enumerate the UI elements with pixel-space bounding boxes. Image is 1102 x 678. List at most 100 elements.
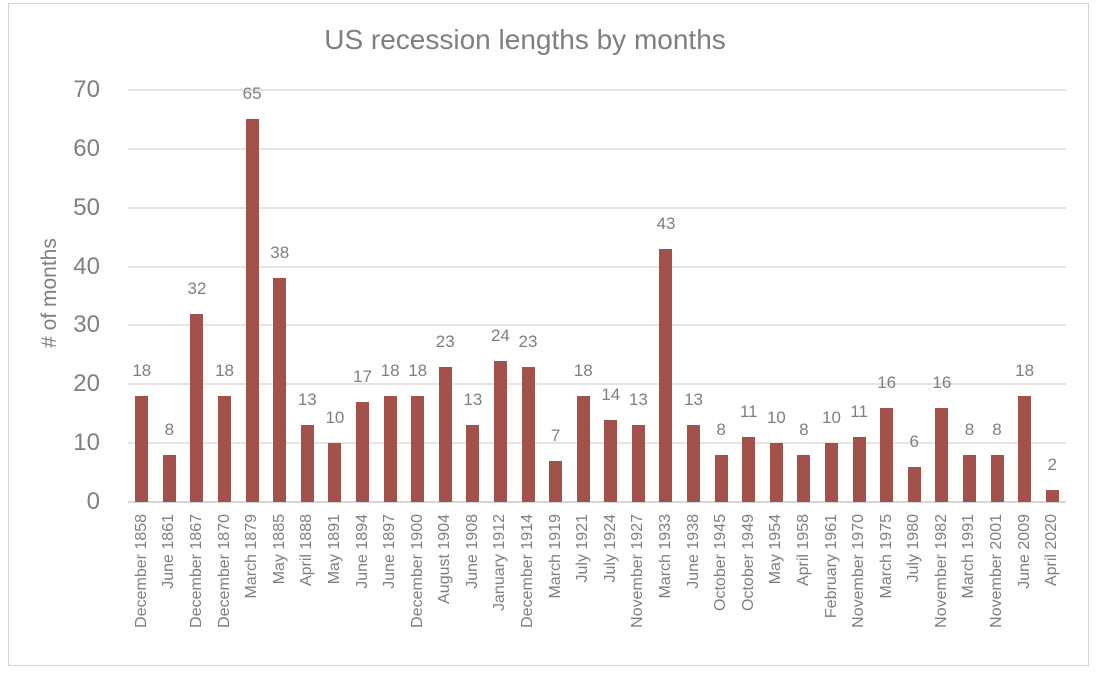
bar-value-label: 16	[932, 372, 952, 392]
x-axis-tick-label: May 1885	[270, 514, 288, 585]
bar	[631, 425, 645, 502]
bar	[218, 396, 232, 502]
bar	[797, 454, 811, 502]
y-axis-tick-label: 70	[73, 76, 100, 103]
x-axis-tick-label: June 1938	[684, 514, 702, 589]
bar	[576, 396, 590, 502]
x-axis-tick-label: June 1908	[463, 514, 481, 589]
chart-border-frame	[8, 3, 1089, 666]
bar	[549, 460, 563, 502]
bar-value-label: 10	[822, 408, 841, 428]
x-axis-tick-label: June 1861	[160, 514, 178, 589]
gridline	[128, 89, 1066, 91]
x-axis-tick-label: May 1891	[325, 514, 343, 585]
gridline	[128, 265, 1066, 268]
x-axis-tick-label: December 1914	[519, 514, 537, 628]
x-axis-tick-label: November 1927	[629, 514, 647, 628]
bar	[990, 454, 1004, 502]
bar-value-label: 13	[628, 390, 648, 410]
bar-value-label: 18	[1015, 361, 1035, 381]
bar-value-label: 16	[877, 372, 897, 392]
x-axis-tick-label: June 1897	[381, 514, 399, 589]
bar-value-label: 23	[518, 331, 538, 351]
x-axis-tick-label: August 1904	[436, 514, 454, 604]
bar-value-label: 18	[380, 361, 400, 381]
bar-value-label: 13	[297, 390, 317, 410]
bar-value-label: 11	[739, 402, 758, 422]
x-axis-tick-label: March 1975	[877, 514, 895, 599]
bar	[962, 454, 976, 502]
bar-value-label: 7	[550, 425, 561, 445]
x-axis-tick-label: January 1912	[491, 514, 509, 611]
bar	[493, 360, 507, 502]
y-axis-tick-label: 60	[73, 134, 100, 162]
bar-value-label: 10	[766, 408, 786, 428]
bar-value-label: 8	[964, 419, 975, 439]
bar	[328, 443, 342, 502]
gridline	[128, 442, 1066, 445]
bar	[273, 278, 287, 502]
x-axis-tick-label: July 1924	[601, 514, 619, 583]
bar	[659, 248, 673, 502]
bar-value-label: 13	[463, 390, 483, 410]
x-axis-tick-label: February 1961	[822, 514, 840, 619]
bar-value-label: 43	[656, 213, 676, 233]
bar-value-label: 18	[132, 361, 152, 381]
bar-value-label: 14	[601, 384, 621, 404]
bar	[356, 401, 369, 502]
x-axis-tick-label: December 1867	[187, 514, 205, 628]
bar	[162, 454, 176, 502]
bar-value-label: 11	[850, 402, 868, 422]
x-axis-tick-label: June 1894	[353, 514, 371, 589]
x-axis-tick-label: April 1958	[794, 514, 812, 587]
bar	[438, 366, 452, 502]
bar-value-label: 18	[215, 361, 234, 381]
bar-value-label: 2	[1047, 455, 1057, 475]
x-axis-tick-label: July 1921	[574, 514, 592, 583]
x-axis-tick-label: December 1900	[408, 514, 426, 628]
gridline	[128, 324, 1066, 327]
bar	[190, 313, 204, 502]
y-axis-tick-label: 50	[73, 193, 100, 221]
bar	[880, 407, 894, 502]
bar	[1018, 396, 1032, 502]
x-axis-tick-label: December 1858	[132, 514, 150, 628]
y-axis-tick-label: 10	[73, 429, 100, 457]
x-axis-tick-label: March 1991	[960, 514, 978, 599]
x-axis-tick-label: April 2020	[1043, 514, 1061, 587]
bar-value-label: 8	[992, 419, 1002, 439]
bar-value-label: 8	[164, 419, 175, 439]
bar-value-label: 6	[909, 431, 919, 451]
x-axis-tick-label: June 2009	[1015, 514, 1033, 589]
x-axis-tick-label: March 1933	[656, 514, 674, 599]
bar	[825, 443, 838, 502]
y-axis-tick-label: 0	[86, 488, 100, 515]
bar-value-label: 10	[325, 408, 345, 428]
gridline	[128, 206, 1066, 209]
bar-value-label: 23	[435, 331, 455, 351]
bar	[245, 119, 259, 502]
x-axis-tick-label: November 1970	[850, 514, 868, 628]
bar-value-label: 32	[187, 278, 207, 298]
chart-title: US recession lengths by months	[324, 24, 726, 55]
bar	[852, 437, 866, 502]
bar	[907, 466, 921, 502]
x-axis-tick-label: October 1949	[739, 514, 757, 611]
gridline	[128, 147, 1066, 150]
bar-value-label: 17	[353, 366, 372, 386]
x-axis-tick-label: December 1870	[215, 514, 233, 628]
x-axis-tick-label: May 1954	[767, 514, 785, 585]
x-axis-tick-label: March 1879	[243, 514, 261, 599]
bar-value-label: 38	[270, 243, 290, 263]
bar-value-label: 13	[684, 390, 703, 410]
y-axis-tick-label: 30	[73, 311, 100, 339]
bar	[769, 443, 783, 502]
x-axis-tick-label: October 1945	[712, 514, 730, 611]
y-axis-tick-label: 20	[73, 370, 100, 398]
bar-value-label: 18	[573, 361, 593, 381]
gridline	[128, 383, 1066, 386]
bar	[1045, 490, 1059, 502]
bar-value-label: 24	[490, 325, 510, 345]
bar	[687, 425, 701, 502]
bar	[300, 425, 314, 502]
